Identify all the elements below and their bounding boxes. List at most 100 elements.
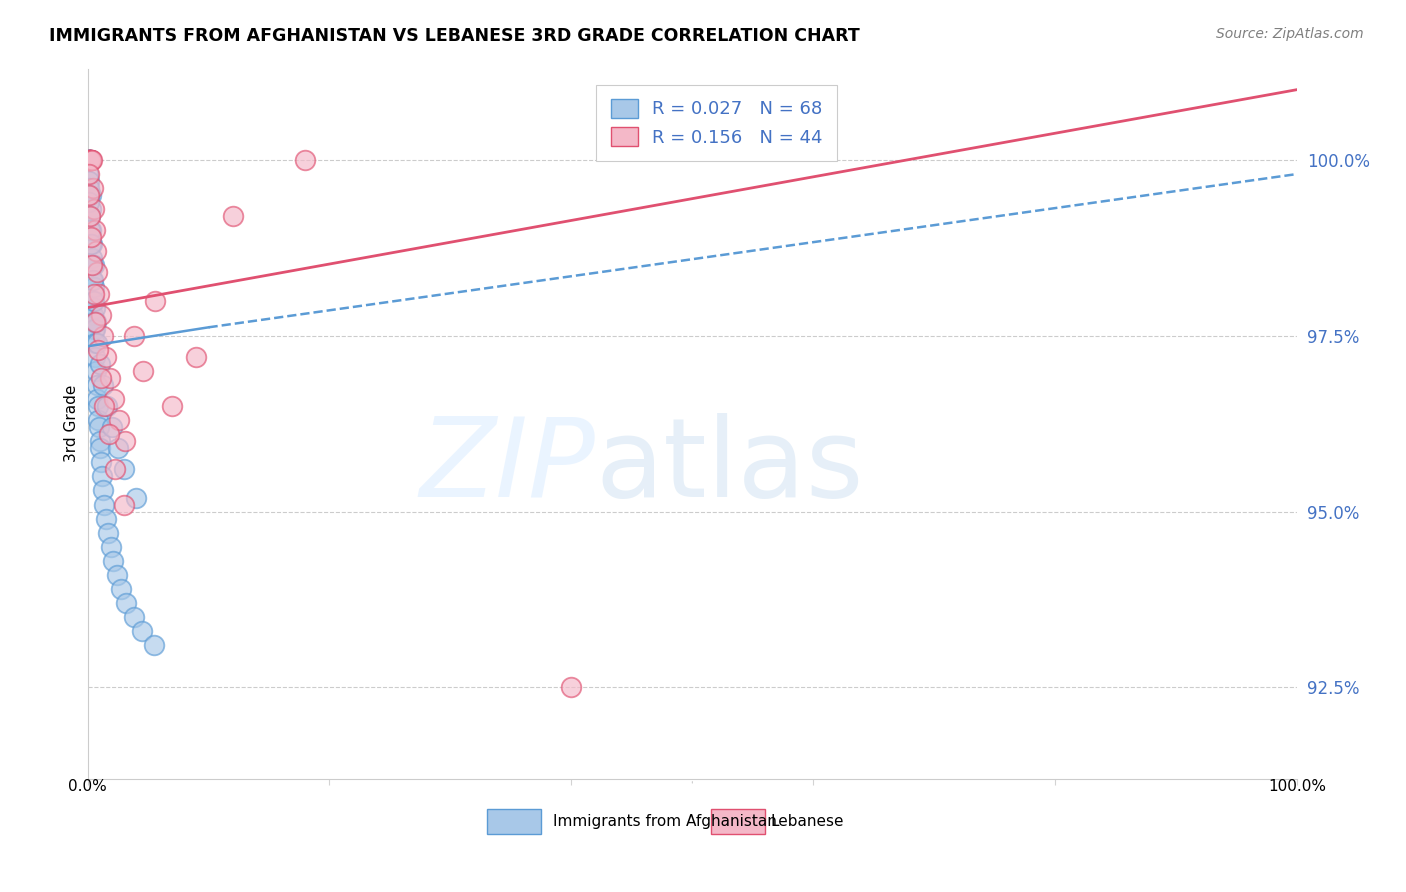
Point bbox=[86, 392, 108, 406]
Point bbox=[91, 378, 114, 392]
Point bbox=[77, 153, 100, 167]
Point bbox=[84, 315, 107, 329]
Point bbox=[83, 223, 105, 237]
Point bbox=[82, 315, 104, 329]
Point bbox=[112, 462, 135, 476]
Point bbox=[80, 230, 103, 244]
Point bbox=[143, 638, 166, 652]
Point bbox=[84, 315, 107, 329]
Point bbox=[82, 181, 104, 195]
Point bbox=[222, 209, 245, 223]
Point bbox=[93, 498, 115, 512]
Point bbox=[93, 399, 115, 413]
Point bbox=[89, 442, 111, 456]
Point bbox=[97, 525, 120, 540]
Point bbox=[186, 350, 208, 364]
Text: 100.0%: 100.0% bbox=[1268, 779, 1326, 794]
Point bbox=[90, 371, 112, 385]
Point bbox=[91, 483, 114, 498]
Point bbox=[79, 153, 101, 167]
Point bbox=[77, 153, 100, 167]
Point bbox=[79, 153, 101, 167]
Point bbox=[79, 153, 101, 167]
Point bbox=[115, 596, 138, 610]
Point bbox=[77, 153, 100, 167]
Point bbox=[82, 272, 104, 286]
Point bbox=[77, 153, 100, 167]
Point bbox=[94, 511, 117, 525]
Text: IMMIGRANTS FROM AFGHANISTAN VS LEBANESE 3RD GRADE CORRELATION CHART: IMMIGRANTS FROM AFGHANISTAN VS LEBANESE … bbox=[49, 27, 860, 45]
Point bbox=[82, 308, 104, 322]
Point bbox=[125, 491, 148, 505]
Point bbox=[77, 153, 100, 167]
Point bbox=[77, 181, 100, 195]
Point bbox=[79, 209, 101, 223]
Point bbox=[77, 153, 100, 167]
Point bbox=[79, 195, 101, 210]
Point bbox=[77, 167, 100, 181]
Point bbox=[131, 624, 153, 639]
Point bbox=[80, 153, 103, 167]
Point bbox=[132, 364, 155, 378]
Point bbox=[77, 188, 100, 202]
FancyBboxPatch shape bbox=[486, 809, 541, 834]
Point bbox=[82, 272, 104, 286]
Point bbox=[80, 223, 103, 237]
Point bbox=[80, 188, 103, 202]
Point bbox=[80, 237, 103, 252]
Text: Source: ZipAtlas.com: Source: ZipAtlas.com bbox=[1216, 27, 1364, 41]
Point bbox=[79, 209, 101, 223]
Point bbox=[86, 378, 108, 392]
Point bbox=[83, 322, 105, 336]
Text: ZIP: ZIP bbox=[420, 413, 596, 520]
Point bbox=[107, 442, 129, 456]
Point bbox=[83, 301, 105, 315]
Point bbox=[98, 427, 121, 442]
Point bbox=[82, 259, 104, 273]
Text: Lebanese: Lebanese bbox=[770, 814, 845, 829]
Point bbox=[89, 357, 111, 371]
Point bbox=[79, 223, 101, 237]
Point bbox=[110, 582, 132, 596]
Point bbox=[160, 399, 183, 413]
Point bbox=[77, 153, 100, 167]
Point bbox=[87, 399, 110, 413]
Point bbox=[96, 350, 118, 364]
Point bbox=[90, 455, 112, 469]
Point bbox=[79, 153, 101, 167]
Point bbox=[104, 462, 127, 476]
Point bbox=[91, 328, 114, 343]
Point bbox=[79, 153, 101, 167]
Point bbox=[87, 420, 110, 434]
Point bbox=[105, 567, 128, 582]
Point bbox=[83, 322, 105, 336]
Legend: R = 0.027   N = 68, R = 0.156   N = 44: R = 0.027 N = 68, R = 0.156 N = 44 bbox=[596, 85, 837, 161]
Point bbox=[112, 498, 135, 512]
Point bbox=[86, 335, 108, 350]
Point bbox=[84, 364, 107, 378]
Point bbox=[90, 308, 112, 322]
Point bbox=[77, 174, 100, 188]
Point bbox=[79, 153, 101, 167]
Point bbox=[84, 350, 107, 364]
Point bbox=[80, 259, 103, 273]
Point bbox=[83, 286, 105, 301]
Point bbox=[80, 202, 103, 217]
Point bbox=[100, 540, 122, 554]
Point bbox=[89, 434, 111, 449]
Point bbox=[77, 153, 100, 167]
Point bbox=[143, 293, 166, 308]
Point bbox=[84, 335, 107, 350]
Point bbox=[80, 237, 103, 252]
Point bbox=[79, 153, 101, 167]
Point bbox=[122, 610, 145, 624]
Point bbox=[101, 554, 124, 568]
Text: atlas: atlas bbox=[596, 413, 865, 520]
Point bbox=[108, 413, 131, 427]
Point bbox=[100, 420, 122, 434]
Point bbox=[82, 252, 104, 266]
Point bbox=[82, 153, 104, 167]
Point bbox=[82, 293, 104, 308]
Point bbox=[294, 153, 316, 167]
Point bbox=[84, 244, 107, 259]
